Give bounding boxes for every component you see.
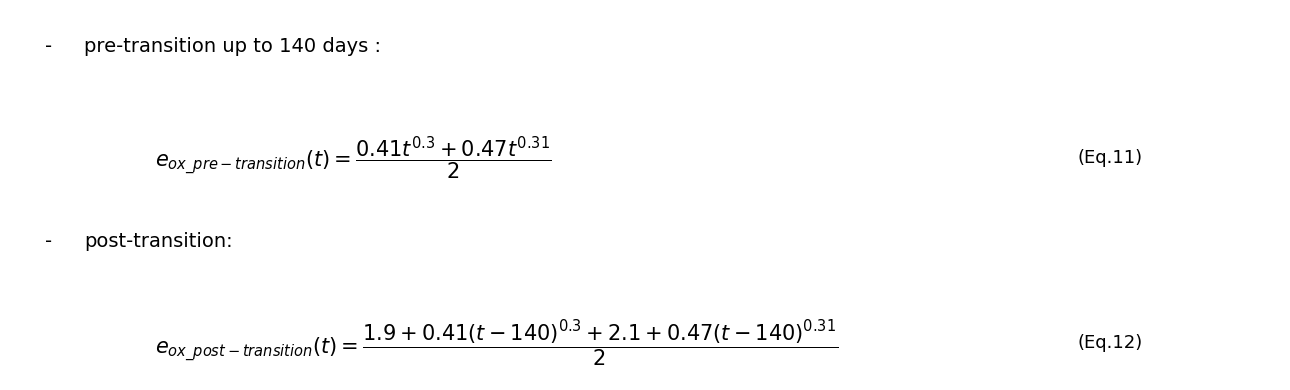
Text: $\mathit{e}_{ox\_post-transition}(\mathit{t}) = \dfrac{1.9+0.41(\mathit{t}-140)^: $\mathit{e}_{ox\_post-transition}(\mathi… bbox=[155, 318, 838, 369]
Text: pre-transition up to 140 days :: pre-transition up to 140 days : bbox=[84, 37, 381, 56]
Text: -: - bbox=[45, 232, 53, 251]
Text: -: - bbox=[45, 37, 53, 56]
Text: post-transition:: post-transition: bbox=[84, 232, 232, 251]
Text: (Eq.12): (Eq.12) bbox=[1077, 334, 1143, 352]
Text: (Eq.11): (Eq.11) bbox=[1077, 149, 1142, 167]
Text: $\mathit{e}_{ox\_pre-transition}(\mathit{t}) = \dfrac{0.41\mathit{t}^{0.3}+0.47\: $\mathit{e}_{ox\_pre-transition}(\mathit… bbox=[155, 134, 552, 182]
